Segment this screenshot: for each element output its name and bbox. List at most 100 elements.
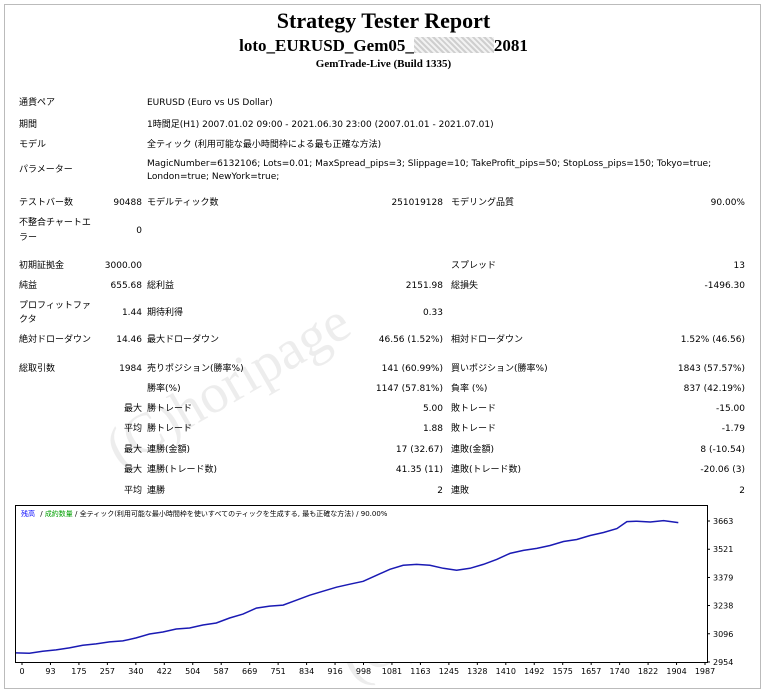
maxdd-label: 最大ドローダウン [147,335,220,345]
deposit-label: 初期証拠金 [19,261,65,271]
x-tick-label: 1904 [666,667,686,676]
balance-chart: 残高 / 成約数量 / 全ティック(利用可能な最小時間枠を使いすべてのティックを… [15,505,733,676]
chart-legend: 残高 / 成約数量 / 全ティック(利用可能な最小時間枠を使いすべてのティックを… [21,509,388,518]
avg-loss-label: 敗トレード [451,424,497,434]
y-tick-label: 3379 [713,573,733,582]
trades-label: 総取引数 [19,364,56,374]
largest-win-label: 勝トレード [147,404,193,414]
avg-consec-win-value: 2 [437,486,443,496]
trades-value: 1984 [119,364,142,374]
avg-consec-loss-label: 連敗 [451,486,470,496]
x-tick-label: 998 [356,667,371,676]
absdd-label: 絶対ドローダウン [19,335,92,345]
params-line-1: MagicNumber=6132106; Lots=0.01; MaxSprea… [147,159,712,169]
ticks-value: 251019128 [391,198,443,208]
grossloss-value: -1496.30 [704,281,745,291]
reldd-label: 相対ドローダウン [451,335,524,345]
x-tick-label: 1410 [496,667,516,676]
x-tick-label: 1245 [439,667,459,676]
y-tick-label: 3521 [713,545,733,554]
mismatch-label-1: 不整合チャートエ [19,218,91,228]
avg-loss-value: -1.79 [721,424,745,434]
ea-name-suffix: 2081 [493,36,528,55]
max-label: 最大 [123,404,142,414]
consec-loss-amt-value: 8 (-10.54) [700,445,745,455]
legend-lots: 成約数量 [45,509,73,518]
legend-balance: 残高 [21,509,35,518]
params-line-2: London=true; NewYork=true; [147,172,280,182]
long-label: 買いポジション(勝率%) [451,364,548,374]
plot-area [15,505,708,663]
avg-win-label: 勝トレード [147,424,193,434]
x-tick-label: 587 [214,667,229,676]
bars-value: 90488 [113,198,142,208]
avg-label: 平均 [123,424,142,434]
model-label: モデル [19,140,47,150]
absdd-value: 14.46 [116,335,142,345]
x-tick-label: 834 [299,667,314,676]
netprofit-value: 655.68 [110,281,143,291]
x-tick-label: 916 [327,667,342,676]
consec-win-amt-value: 17 (32.67) [395,445,443,455]
ea-name-prefix: loto_EURUSD_Gem05_ [239,36,414,55]
report-frame [4,4,761,689]
consec-loss-tr-value: -20.06 (3) [700,465,745,475]
short-label: 売りポジション(勝率%) [147,364,244,374]
legend-sep: / [38,510,45,518]
pair-value: EURUSD (Euro vs US Dollar) [147,98,273,108]
avg-consec-loss-value: 2 [739,486,745,496]
x-tick-label: 257 [100,667,115,676]
grossloss-label: 総損失 [451,281,479,291]
x-tick-label: 1163 [410,667,430,676]
x-tick-label: 669 [242,667,257,676]
consec-win-amt-label: 連勝(金額) [147,445,191,455]
report-title: Strategy Tester Report [276,8,491,33]
largest-win-value: 5.00 [422,404,443,414]
x-tick-label: 1822 [638,667,658,676]
y-tick-label: 3238 [713,602,733,611]
quality-value: 90.00% [710,198,745,208]
loss-value: 837 (42.19%) [683,384,745,394]
loss-label: 負率 (%) [451,384,488,394]
x-tick-label: 93 [45,667,55,676]
ticks-label: モデルティック数 [147,198,219,208]
legend-sep: / [73,510,80,518]
y-tick-label: 2954 [713,658,733,667]
grossprofit-label: 総利益 [147,281,175,291]
legend-sep: / [354,510,361,518]
max-label: 最大 [123,445,142,455]
balance-line [15,519,679,654]
x-tick-label: 1081 [382,667,402,676]
avg-consec-win-label: 連勝 [147,486,166,496]
consec-loss-amt-label: 連敗(金額) [451,445,495,455]
y-tick-label: 3663 [713,517,733,526]
x-tick-label: 422 [157,667,172,676]
redacted-block [413,37,494,53]
deposit-value: 3000.00 [104,261,142,271]
avg-win-value: 1.88 [422,424,443,434]
largest-loss-label: 敗トレード [451,404,497,414]
mismatch-label-2: ラー [19,233,38,243]
params-label: パラメーター [19,165,73,175]
period-label: 期間 [19,120,38,130]
x-tick-label: 751 [270,667,285,676]
y-tick-label: 3096 [713,630,733,639]
legend-ticks: 全ティック(利用可能な最小時間枠を使いすべてのティックを生成する, 最も正確な方… [80,509,355,518]
x-tick-label: 340 [128,667,143,676]
reldd-value: 1.52% (46.56) [680,335,745,345]
netprofit-label: 純益 [19,281,38,291]
consec-win-tr-value: 41.35 (11) [395,465,443,475]
build-info: GemTrade-Live (Build 1335) [315,58,452,70]
max-label: 最大 [123,465,142,475]
expected-label: 期待利得 [147,308,184,318]
pair-label: 通貨ペア [19,98,56,108]
pf-label-1: プロフィットファ [19,301,91,311]
x-tick-label: 1492 [524,667,544,676]
spread-value: 13 [733,261,745,271]
maxdd-value: 46.56 (1.52%) [378,335,443,345]
pf-value: 1.44 [121,308,142,318]
x-tick-label: 1575 [553,667,573,676]
x-tick-label: 504 [185,667,200,676]
legend-quality: 90.00% [361,510,388,518]
ea-name: loto_EURUSD_Gem05_ 2081 [0,36,767,56]
